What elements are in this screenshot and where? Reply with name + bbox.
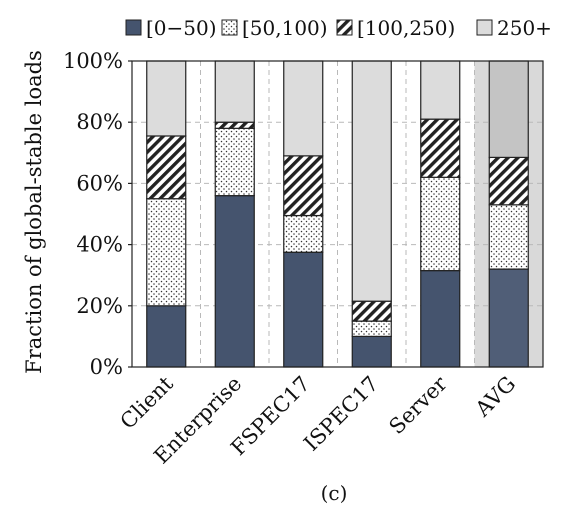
bar-server-250: [420, 60, 461, 120]
y-tick-label: 100%: [63, 49, 123, 73]
legend: [0−50) [50,100) [100,250) 250+: [125, 16, 552, 40]
y-axis-label: Fraction of global-stable loads: [22, 50, 46, 374]
y-tick-label: 80%: [76, 110, 123, 134]
bar-client-100-250: [146, 135, 187, 200]
bar-avg-100-250: [488, 156, 529, 206]
chart-caption: (c): [321, 481, 348, 505]
plot-frame: [131, 60, 544, 368]
legend-swatch-0-50: [125, 19, 142, 36]
bar-fspec17-50-100: [283, 214, 324, 253]
bar-client-50-100: [146, 198, 187, 307]
bar-ispec17-50-100: [351, 320, 392, 338]
x-tick-label-server: Server: [384, 371, 452, 439]
bar-ispec17-100-250: [351, 300, 392, 322]
legend-label-250: 250+: [497, 16, 552, 40]
y-tick-label: 20%: [76, 294, 123, 318]
legend-swatch-50-100: [221, 19, 238, 36]
bar-avg-50-100: [488, 204, 529, 270]
legend-label-50-100: [50,100): [242, 16, 328, 40]
bar-fspec17-250: [283, 60, 324, 157]
bar-enterprise-0-50: [214, 195, 255, 368]
bar-enterprise-250: [214, 60, 255, 123]
bar-server-0-50: [420, 270, 461, 368]
bars: [146, 60, 529, 368]
y-axis-ticks: 0% 20% 40% 60% 80% 100%: [63, 49, 132, 379]
y-tick-label: 0%: [90, 355, 123, 379]
legend-label-0-50: [0−50): [146, 16, 217, 40]
y-tick-label: 40%: [76, 233, 123, 257]
bar-server-100-250: [420, 118, 461, 178]
bar-avg-250: [488, 60, 529, 158]
bar-client-250: [146, 60, 187, 137]
legend-swatch-100-250: [336, 19, 353, 36]
x-tick-label-avg: AVG: [470, 372, 520, 422]
legend-label-100-250: [100,250): [357, 16, 455, 40]
bar-enterprise-50-100: [214, 127, 255, 197]
y-tick-label: 60%: [76, 171, 123, 195]
bar-client-0-50: [146, 305, 187, 368]
x-tick-label-client: Client: [116, 371, 179, 434]
bar-server-50-100: [420, 176, 461, 272]
bar-fspec17-100-250: [283, 155, 324, 217]
bar-avg-0-50: [488, 268, 529, 368]
bar-enterprise-100-250: [214, 121, 255, 129]
bar-ispec17-250: [351, 60, 392, 302]
x-tick-label-ispec17: ISPEC17: [299, 372, 383, 456]
bar-fspec17-0-50: [283, 251, 324, 368]
legend-swatch-250: [476, 19, 493, 36]
bar-ispec17-0-50: [351, 335, 392, 368]
gridlines: [132, 61, 543, 367]
